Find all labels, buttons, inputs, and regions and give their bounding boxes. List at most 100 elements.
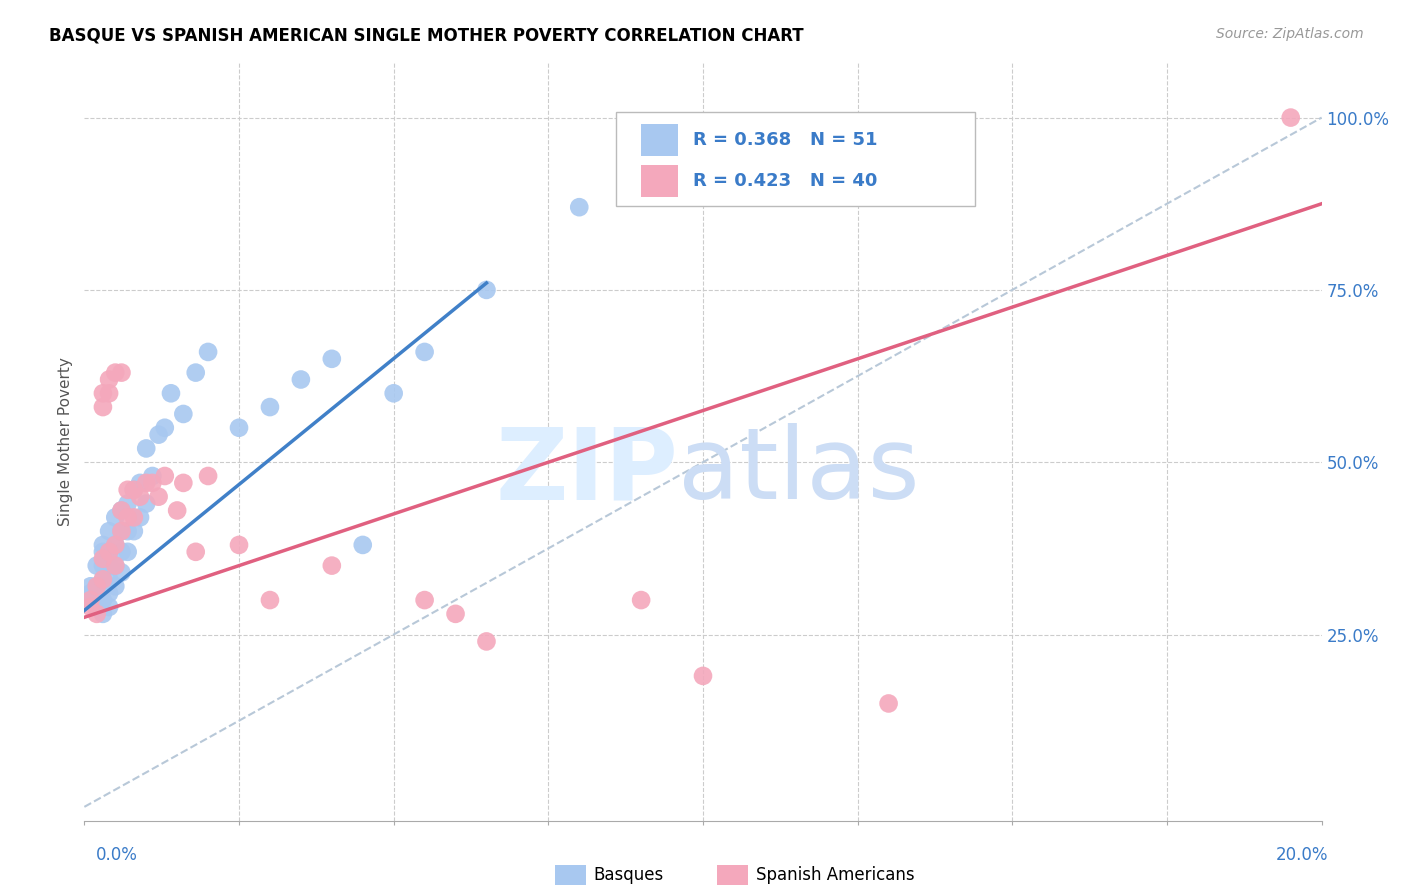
Point: [692, 669, 714, 683]
Point: [444, 607, 467, 621]
Point: [79, 586, 101, 600]
Point: [91, 573, 114, 587]
Point: [86, 599, 108, 614]
Point: [79, 593, 101, 607]
Point: [184, 545, 207, 559]
Point: [86, 607, 108, 621]
Point: [117, 545, 139, 559]
Point: [98, 573, 121, 587]
Point: [141, 475, 163, 490]
Text: 0.0%: 0.0%: [96, 846, 138, 863]
Text: ZIP: ZIP: [495, 424, 678, 520]
Text: Basques: Basques: [593, 866, 664, 884]
Point: [110, 545, 132, 559]
FancyBboxPatch shape: [641, 124, 678, 156]
Point: [86, 579, 108, 593]
Point: [259, 593, 281, 607]
Point: [104, 558, 127, 573]
Point: [1279, 111, 1302, 125]
Point: [148, 427, 170, 442]
FancyBboxPatch shape: [616, 112, 976, 207]
Point: [228, 421, 250, 435]
Point: [122, 483, 145, 497]
Point: [86, 579, 108, 593]
Point: [117, 497, 139, 511]
Point: [104, 579, 127, 593]
Point: [98, 599, 121, 614]
Point: [110, 503, 132, 517]
Text: Source: ZipAtlas.com: Source: ZipAtlas.com: [1216, 27, 1364, 41]
Point: [91, 607, 114, 621]
Point: [135, 497, 157, 511]
Point: [91, 400, 114, 414]
Point: [86, 558, 108, 573]
Point: [110, 566, 132, 580]
Text: R = 0.423   N = 40: R = 0.423 N = 40: [693, 172, 877, 190]
Point: [91, 573, 114, 587]
Point: [98, 558, 121, 573]
Point: [79, 593, 101, 607]
Point: [122, 483, 145, 497]
Point: [141, 469, 163, 483]
Point: [172, 407, 194, 421]
Point: [135, 442, 157, 456]
Point: [117, 483, 139, 497]
Point: [98, 545, 121, 559]
Point: [122, 524, 145, 538]
Point: [98, 524, 121, 538]
Point: [630, 593, 652, 607]
FancyBboxPatch shape: [641, 165, 678, 197]
Point: [290, 372, 312, 386]
Point: [91, 386, 114, 401]
Point: [135, 475, 157, 490]
Point: [98, 386, 121, 401]
Point: [184, 366, 207, 380]
Point: [104, 510, 127, 524]
Point: [91, 538, 114, 552]
Point: [197, 345, 219, 359]
Text: atlas: atlas: [678, 424, 920, 520]
Point: [153, 421, 176, 435]
Point: [91, 545, 114, 559]
Point: [197, 469, 219, 483]
Point: [129, 475, 152, 490]
Point: [352, 538, 374, 552]
Point: [104, 558, 127, 573]
Point: [79, 599, 101, 614]
Point: [228, 538, 250, 552]
Y-axis label: Single Mother Poverty: Single Mother Poverty: [58, 357, 73, 526]
Point: [413, 345, 436, 359]
Point: [321, 558, 343, 573]
Point: [104, 538, 127, 552]
Point: [382, 386, 405, 401]
Point: [877, 697, 900, 711]
Point: [413, 593, 436, 607]
Point: [172, 475, 194, 490]
Point: [475, 634, 498, 648]
Point: [98, 372, 121, 386]
Point: [98, 545, 121, 559]
Text: Spanish Americans: Spanish Americans: [756, 866, 915, 884]
Point: [117, 524, 139, 538]
Point: [129, 510, 152, 524]
Point: [98, 586, 121, 600]
Point: [568, 200, 591, 214]
Point: [91, 551, 114, 566]
Point: [259, 400, 281, 414]
Point: [475, 283, 498, 297]
Point: [104, 366, 127, 380]
Point: [166, 503, 188, 517]
Point: [110, 366, 132, 380]
Point: [91, 593, 114, 607]
Point: [160, 386, 183, 401]
Point: [117, 510, 139, 524]
Point: [104, 538, 127, 552]
Point: [153, 469, 176, 483]
Point: [110, 503, 132, 517]
Text: 20.0%: 20.0%: [1277, 846, 1329, 863]
Point: [79, 579, 101, 593]
Point: [321, 351, 343, 366]
Text: BASQUE VS SPANISH AMERICAN SINGLE MOTHER POVERTY CORRELATION CHART: BASQUE VS SPANISH AMERICAN SINGLE MOTHER…: [49, 27, 804, 45]
Text: R = 0.368   N = 51: R = 0.368 N = 51: [693, 131, 877, 149]
Point: [148, 490, 170, 504]
